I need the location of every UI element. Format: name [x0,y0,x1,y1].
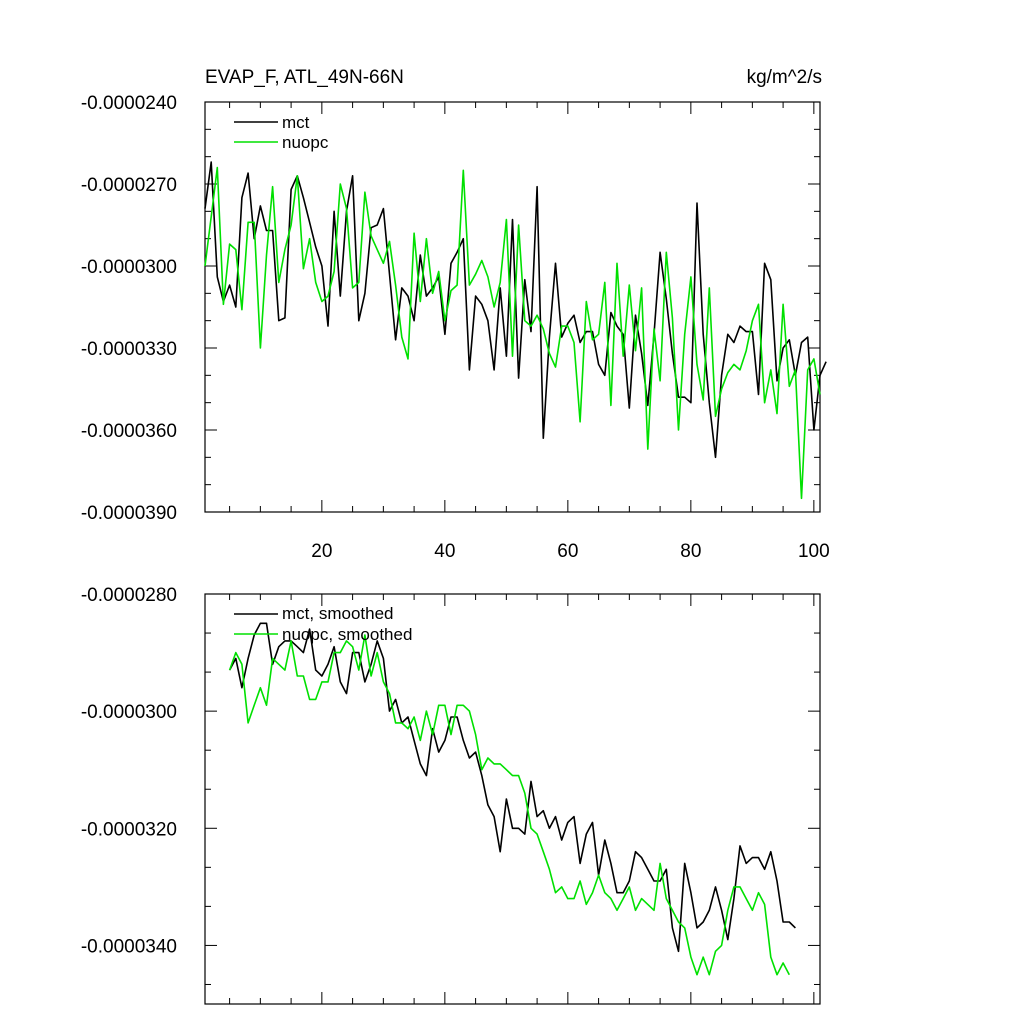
y-tick-label: -0.0000330 [81,339,177,360]
series-lines [228,622,796,976]
y-tick-label: -0.0000320 [81,819,177,840]
y-tick-label: -0.0000300 [81,702,177,723]
series-line-nuopc-smoothed [228,634,791,976]
legend: mct nuopc [234,113,329,152]
y-tick-label: -0.0000360 [81,421,177,442]
x-tick-label: 40 [434,541,455,562]
bottom-panel: -0.0000280 -0.0000300 -0.0000320 -0.0000340… [81,585,821,1005]
series-lines [204,161,827,500]
axis-ticks: -0.0000280 -0.0000300 -0.0000320 -0.0000340 [81,585,820,1004]
plot-frame [204,101,821,513]
series-line-mct-smoothed [228,622,796,953]
legend-label-mct-smoothed: mct, smoothed [282,604,394,623]
x-tick-label: 100 [798,541,830,562]
x-tick-label: 80 [680,541,701,562]
y-tick-label: -0.0000270 [81,175,177,196]
y-tick-label: -0.0000240 [81,93,177,114]
legend-label-nuopc-smoothed: nuopc, smoothed [282,625,412,644]
x-tick-label: 60 [557,541,578,562]
series-line-mct [204,161,827,459]
y-tick-label: -0.0000300 [81,257,177,278]
axis-ticks: 20 40 60 80 100 -0.0000240 -0.0000270 -0.000030… [81,93,830,562]
y-tick-label: -0.0000390 [81,503,177,524]
plot-frame [204,593,821,1005]
chart-title: EVAP_F, ATL_49N-66N [205,67,404,88]
series-line-nuopc [204,166,821,500]
units-label: kg/m^2/s [747,67,822,88]
top-panel: EVAP_F, ATL_49N-66N kg/m^2/s 20 40 60 80 100… [81,67,830,562]
y-tick-label: -0.0000340 [81,936,177,957]
y-tick-label: -0.0000280 [81,585,177,606]
legend-label-mct: mct [282,113,310,132]
legend-label-nuopc: nuopc [282,133,329,152]
x-tick-label: 20 [311,541,332,562]
legend: mct, smoothed nuopc, smoothed [234,604,412,644]
